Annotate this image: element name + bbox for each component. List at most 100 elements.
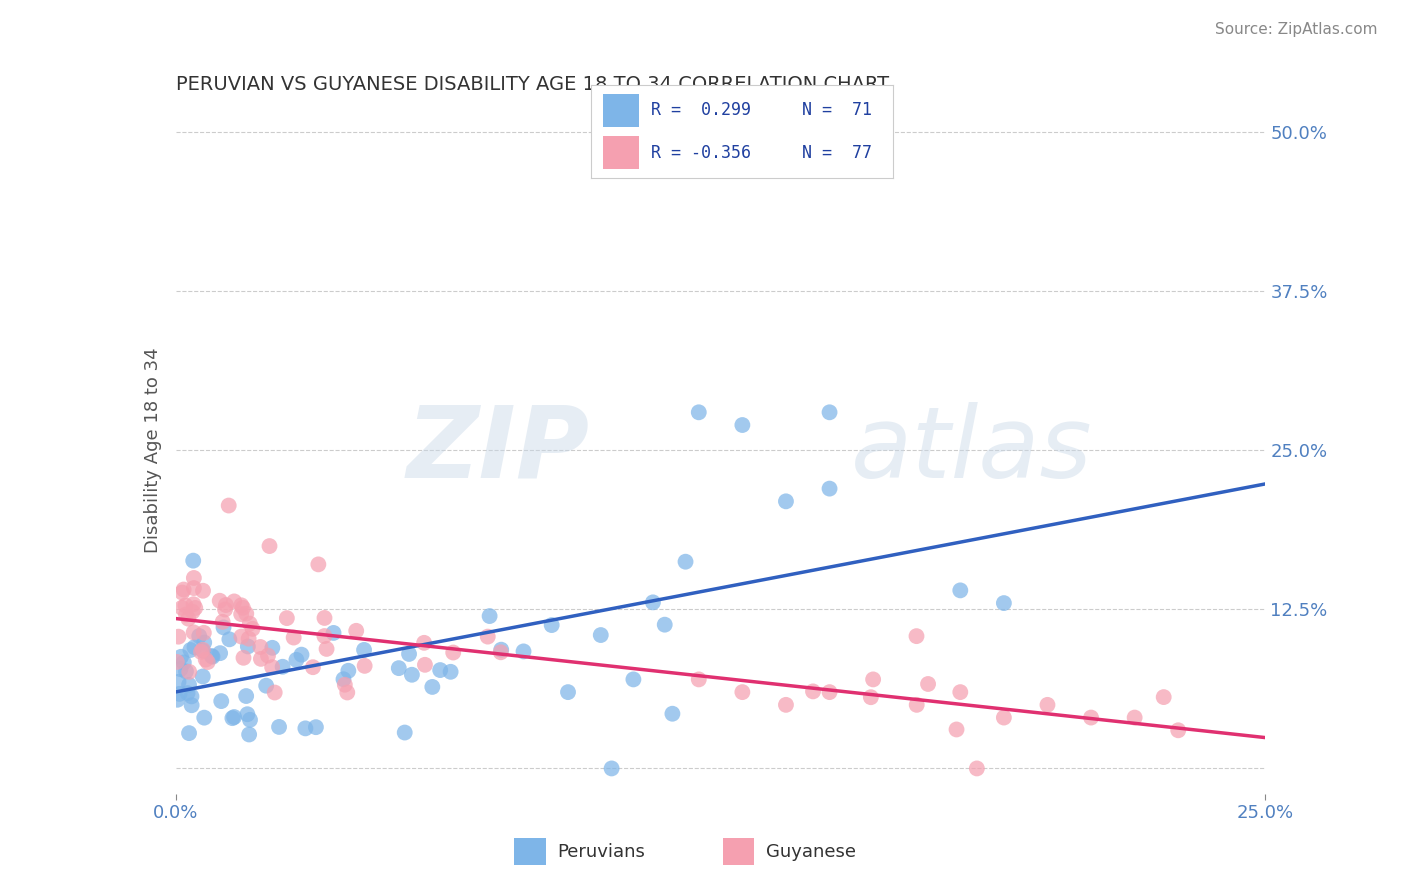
Point xyxy=(197,655,219,669)
Point xyxy=(218,499,240,513)
Point xyxy=(183,640,205,655)
Point xyxy=(818,405,841,419)
Point xyxy=(337,664,360,678)
Point xyxy=(1036,698,1059,712)
Point xyxy=(512,644,534,658)
Text: R =  0.299: R = 0.299 xyxy=(651,102,751,120)
Point xyxy=(188,629,211,643)
Point xyxy=(478,609,501,624)
Text: ZIP: ZIP xyxy=(406,402,591,499)
Point xyxy=(170,600,193,615)
Point xyxy=(172,585,194,599)
Point xyxy=(675,555,697,569)
Point xyxy=(322,626,344,640)
Point xyxy=(388,661,411,675)
Point xyxy=(314,611,336,625)
Point xyxy=(654,617,676,632)
Text: PERUVIAN VS GUYANESE DISABILITY AGE 18 TO 34 CORRELATION CHART: PERUVIAN VS GUYANESE DISABILITY AGE 18 T… xyxy=(176,75,889,95)
Point xyxy=(181,554,204,568)
Point xyxy=(993,596,1015,610)
Point xyxy=(305,720,328,734)
Point xyxy=(194,652,217,666)
Point xyxy=(236,707,259,722)
Point xyxy=(179,665,201,679)
Point xyxy=(166,655,188,669)
Point xyxy=(688,405,710,419)
Point xyxy=(214,602,236,616)
Point xyxy=(589,628,612,642)
Point xyxy=(949,583,972,598)
Text: N =  77: N = 77 xyxy=(801,144,872,161)
Point xyxy=(259,539,281,553)
Point xyxy=(181,605,204,619)
Point xyxy=(1167,723,1189,738)
Point xyxy=(731,685,754,699)
Point xyxy=(332,672,354,686)
Point xyxy=(271,659,294,673)
Bar xyxy=(515,838,546,865)
Point xyxy=(177,678,200,692)
Point xyxy=(336,685,359,699)
Point xyxy=(439,665,461,679)
Point xyxy=(174,599,197,613)
Point xyxy=(167,630,190,644)
Point xyxy=(290,648,312,662)
Point xyxy=(344,624,367,638)
Text: Guyanese: Guyanese xyxy=(766,843,856,861)
Text: Source: ZipAtlas.com: Source: ZipAtlas.com xyxy=(1215,22,1378,37)
Point xyxy=(166,692,188,706)
Point xyxy=(209,694,232,708)
Point xyxy=(184,601,207,615)
Point xyxy=(353,658,375,673)
Point xyxy=(905,629,928,643)
Point xyxy=(191,583,214,598)
Point xyxy=(420,680,443,694)
Point xyxy=(489,642,512,657)
Point xyxy=(190,645,212,659)
Point xyxy=(775,698,797,712)
Point xyxy=(200,648,222,663)
Point xyxy=(232,600,254,615)
Point xyxy=(302,660,325,674)
Point xyxy=(193,711,215,725)
Point xyxy=(949,685,972,699)
Point xyxy=(176,686,198,700)
Point xyxy=(215,598,238,612)
Point xyxy=(183,581,205,595)
Point xyxy=(167,674,190,689)
Point xyxy=(238,727,260,741)
Point xyxy=(191,642,214,657)
Point xyxy=(641,595,664,609)
Point xyxy=(257,648,280,663)
Text: N =  71: N = 71 xyxy=(801,102,872,120)
Point xyxy=(232,650,254,665)
Point xyxy=(221,711,243,725)
Point xyxy=(540,618,562,632)
Point xyxy=(315,641,337,656)
Point xyxy=(191,643,214,657)
Bar xyxy=(603,95,638,127)
Point xyxy=(242,622,264,636)
Point xyxy=(353,643,375,657)
Point xyxy=(235,689,257,703)
Point xyxy=(413,657,436,672)
Point xyxy=(429,663,451,677)
Point xyxy=(262,640,284,655)
Point xyxy=(238,632,260,646)
Point xyxy=(193,635,215,649)
Point xyxy=(179,643,201,657)
Point xyxy=(775,494,797,508)
Point xyxy=(1153,690,1175,705)
Point xyxy=(859,690,882,705)
Point xyxy=(183,597,205,611)
Point xyxy=(169,662,191,676)
Point xyxy=(661,706,683,721)
Point xyxy=(917,677,939,691)
Point xyxy=(1080,710,1102,724)
Point xyxy=(180,690,202,704)
Point xyxy=(993,710,1015,724)
Point xyxy=(239,616,262,631)
Text: R = -0.356: R = -0.356 xyxy=(651,144,751,161)
Point xyxy=(254,679,277,693)
Point xyxy=(285,653,308,667)
